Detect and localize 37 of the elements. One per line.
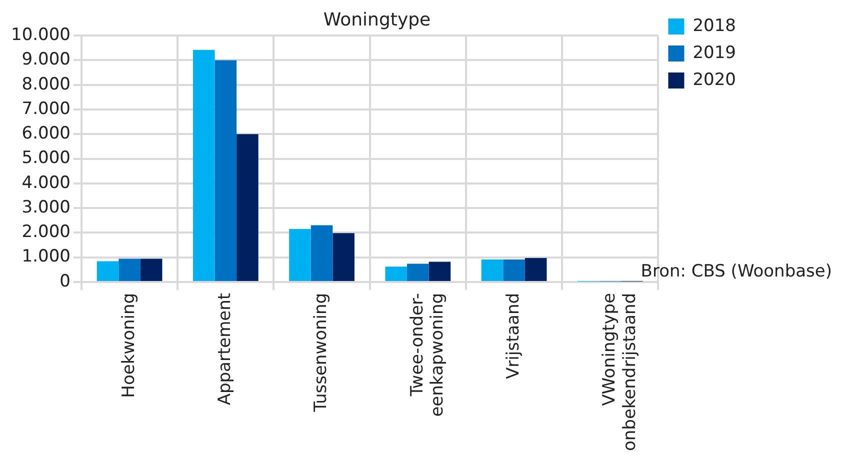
bar: [192, 50, 215, 281]
y-tick-label: 4.000: [22, 172, 70, 193]
bar: [503, 260, 525, 281]
bar: [428, 262, 451, 281]
bar: [332, 233, 354, 281]
y-tick-label: 8.000: [22, 74, 70, 94]
y-tick-label: 5.000: [22, 148, 70, 168]
x-tick-label: VWoningtype onbekendrijstaand: [600, 292, 640, 451]
chart-title: Woningtype: [323, 9, 431, 30]
legend-label: 2019: [692, 42, 736, 63]
x-tick-label: Hoekwoning: [118, 292, 139, 398]
x-tick-label: Tussenwoning: [311, 292, 332, 413]
bar: [481, 260, 504, 281]
legend-label: 2020: [692, 70, 736, 90]
y-tick-label: 9.000: [22, 50, 70, 70]
y-tick-label: 10.000: [11, 25, 70, 46]
legend-label: 2018: [692, 16, 736, 36]
bar: [140, 258, 162, 281]
y-tick-label: 3.000: [22, 197, 70, 218]
bar: [407, 264, 429, 281]
bar: [236, 134, 258, 281]
y-tick-label: 7.000: [22, 98, 70, 119]
y-tick-label: 2.000: [22, 222, 70, 242]
bar: [118, 258, 140, 281]
x-tick-label: Twee-onder- eenkapwoning: [407, 292, 448, 417]
annotation: Bron: CBS (Woonbase): [640, 261, 832, 282]
bar: [524, 258, 547, 281]
bar: [289, 228, 311, 281]
bar: [310, 225, 333, 281]
x-tick-label: Appartement: [215, 292, 236, 406]
bar: [96, 261, 119, 281]
x-tick-label: Vrijstaand: [503, 292, 524, 379]
bar: [214, 60, 237, 281]
y-tick-label: 6.000: [22, 124, 70, 144]
bar: [385, 266, 408, 281]
y-tick-label: 1.000: [22, 246, 70, 267]
y-tick-label: 0: [60, 271, 70, 292]
